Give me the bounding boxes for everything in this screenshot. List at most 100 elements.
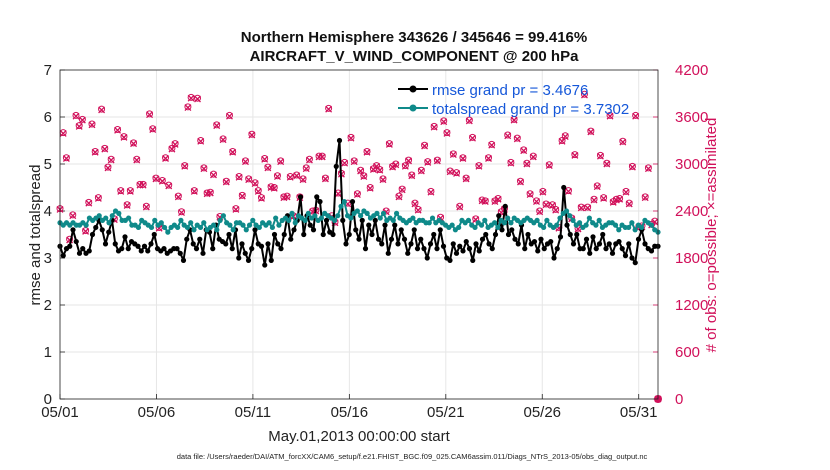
series-point-spread bbox=[456, 224, 462, 231]
series-point-rmse bbox=[190, 241, 196, 247]
obs-possible-point bbox=[101, 144, 109, 152]
series-point-spread bbox=[393, 210, 400, 216]
series-point-spread bbox=[335, 213, 341, 219]
obs-assimilated-stroke bbox=[254, 187, 262, 195]
obs-assimilated-stroke bbox=[62, 155, 70, 162]
obs-possible-point bbox=[305, 155, 313, 163]
obs-assimilated-point bbox=[462, 175, 470, 183]
obs-assimilated-point bbox=[270, 184, 278, 192]
obs-assimilated-point bbox=[641, 194, 649, 202]
obs-possible-point bbox=[475, 162, 483, 170]
obs-assimilated-stroke bbox=[146, 111, 153, 119]
obs-possible-point bbox=[94, 194, 102, 202]
obs-assimilated-stroke bbox=[258, 195, 265, 202]
series-point-spread bbox=[96, 213, 102, 219]
series-point-rmse bbox=[476, 248, 482, 254]
obs-assimilated-point bbox=[210, 171, 217, 179]
series-point-spread bbox=[596, 217, 602, 223]
obs-assimilated-point bbox=[357, 167, 365, 175]
obs-assimilated-point bbox=[242, 158, 249, 166]
obs-assimilated-point bbox=[565, 187, 572, 195]
obs-assimilated-stroke bbox=[273, 173, 281, 180]
obs-assimilated-stroke bbox=[417, 167, 425, 175]
obs-possible-point bbox=[443, 129, 451, 137]
series-point-rmse bbox=[382, 222, 388, 228]
series-point-spread bbox=[188, 220, 194, 226]
series-point-rmse bbox=[288, 236, 294, 242]
series-point-spread bbox=[240, 222, 246, 228]
series-point-rmse bbox=[440, 243, 447, 249]
obs-possible-point bbox=[142, 202, 150, 210]
obs-assimilated-point bbox=[91, 148, 99, 156]
series-point-rmse bbox=[265, 241, 271, 247]
obs-assimilated-stroke bbox=[91, 148, 99, 156]
obs-possible-point bbox=[411, 199, 419, 207]
obs-possible-point bbox=[619, 137, 627, 145]
obs-assimilated-point bbox=[302, 165, 310, 173]
obs-assimilated-stroke bbox=[513, 135, 521, 143]
obs-possible-point bbox=[107, 155, 115, 163]
obs-assimilated-point bbox=[325, 105, 333, 113]
obs-possible-point bbox=[158, 176, 166, 184]
obs-assimilated-point bbox=[433, 157, 441, 165]
obs-possible-point bbox=[552, 205, 560, 213]
series-point-spread bbox=[358, 213, 364, 219]
obs-assimilated-stroke bbox=[427, 188, 435, 196]
obs-possible-point bbox=[472, 215, 480, 223]
series-point-spread bbox=[341, 199, 347, 205]
obs-possible-point bbox=[184, 103, 192, 111]
x-tick-label: 05/26 bbox=[523, 404, 561, 421]
obs-assimilated-point bbox=[363, 148, 371, 156]
series-point-spread bbox=[243, 227, 249, 233]
series-point-rmse bbox=[619, 246, 625, 252]
obs-assimilated-stroke bbox=[596, 152, 604, 160]
obs-assimilated-point bbox=[603, 160, 611, 168]
obs-possible-point bbox=[513, 134, 521, 142]
obs-assimilated-stroke bbox=[325, 105, 333, 113]
series-point-rmse bbox=[223, 241, 229, 247]
obs-possible-point bbox=[446, 167, 454, 175]
x-tick-label: 05/21 bbox=[427, 404, 465, 421]
obs-assimilated-point bbox=[184, 104, 192, 112]
series-point-rmse bbox=[431, 231, 437, 238]
obs-possible-point bbox=[580, 90, 588, 98]
obs-possible-point bbox=[277, 157, 285, 165]
series-point-spread bbox=[639, 224, 645, 231]
series-point-rmse bbox=[470, 257, 476, 263]
obs-possible-point bbox=[571, 151, 579, 159]
series-point-rmse bbox=[509, 227, 515, 233]
obs-assimilated-stroke bbox=[379, 176, 387, 184]
obs-assimilated-point bbox=[258, 195, 265, 202]
obs-possible-point bbox=[283, 192, 291, 200]
obs-assimilated-point bbox=[238, 192, 246, 200]
obs-assimilated-point bbox=[360, 173, 368, 180]
obs-possible-point bbox=[545, 161, 553, 169]
obs-assimilated-point bbox=[469, 134, 476, 142]
axis-ticks: 05/01 05/06 05/11 05/16 05/21 05/26 05/31 0 1 2 3 4… bbox=[41, 62, 708, 421]
series-point-rmse bbox=[548, 238, 554, 245]
series-point-spread bbox=[158, 220, 164, 226]
obs-possible-point bbox=[104, 163, 112, 171]
obs-assimilated-stroke bbox=[545, 162, 553, 170]
series-point-rmse bbox=[408, 241, 414, 247]
obs-assimilated-stroke bbox=[171, 140, 179, 148]
obs-assimilated-stroke bbox=[69, 212, 77, 220]
series-point-spread bbox=[175, 224, 181, 231]
obs-assimilated-point bbox=[107, 156, 115, 164]
obs-assimilated-point bbox=[510, 116, 518, 124]
series-point-rmse bbox=[275, 241, 281, 247]
series-point-rmse bbox=[314, 194, 320, 200]
obs-possible-point bbox=[424, 158, 432, 166]
obs-assimilated-stroke bbox=[165, 182, 173, 190]
obs-assimilated-stroke bbox=[232, 205, 240, 213]
series-point-rmse bbox=[93, 224, 99, 231]
obs-possible-point bbox=[200, 164, 208, 172]
chart-title-line-2: AIRCRAFT_V_WIND_COMPONENT @ 200 hPa bbox=[250, 48, 580, 65]
obs-assimilated-point bbox=[494, 195, 502, 203]
obs-assimilated-stroke bbox=[632, 112, 640, 120]
series-point-rmse bbox=[463, 238, 469, 245]
obs-assimilated-point bbox=[379, 176, 387, 184]
series-point-spread bbox=[305, 210, 311, 216]
obs-assimilated-point bbox=[190, 187, 198, 195]
obs-possible-point bbox=[427, 187, 435, 195]
